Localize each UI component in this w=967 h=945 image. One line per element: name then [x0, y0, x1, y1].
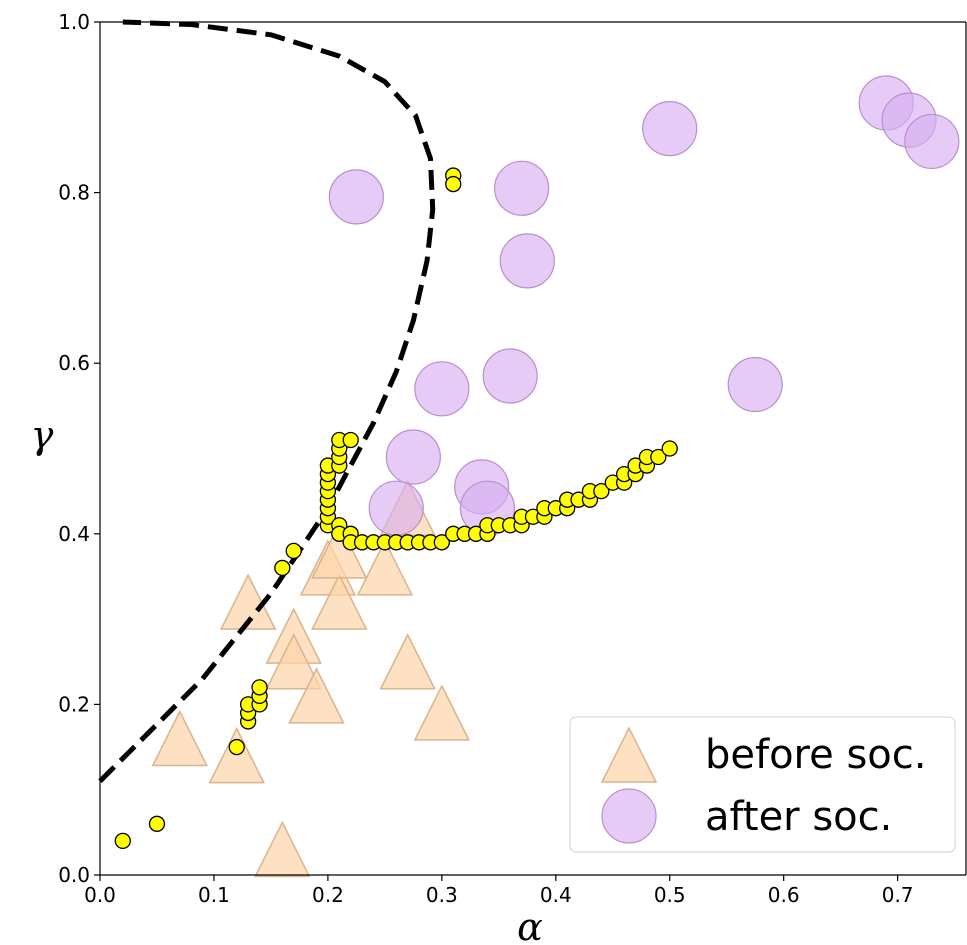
- before-soc-point: [413, 684, 471, 741]
- trajectory-point: [114, 832, 131, 850]
- legend-before-label: before soc.: [705, 732, 926, 778]
- y-tick-label: 0.4: [58, 522, 90, 546]
- x-tick-label: 0.4: [540, 883, 572, 907]
- x-tick-label: 0.2: [312, 883, 344, 907]
- trajectory-point: [593, 482, 610, 500]
- legend-after-marker: [601, 788, 657, 844]
- after-soc-point: [904, 113, 960, 170]
- y-tick-label: 1.0: [58, 10, 90, 34]
- trajectory-point: [650, 448, 667, 466]
- trajectory-point: [274, 559, 291, 577]
- before-soc-point: [311, 522, 368, 579]
- x-axis-label: α: [517, 905, 543, 945]
- after-soc-point: [482, 348, 538, 404]
- y-tick-label: 0.8: [58, 181, 90, 205]
- x-tick-label: 0.5: [654, 883, 686, 907]
- y-tick-label: 0.0: [58, 863, 90, 887]
- trajectory-point: [228, 738, 245, 756]
- trajectory-point: [251, 679, 268, 696]
- after-soc-point: [494, 160, 550, 216]
- trajectory-point: [285, 542, 302, 560]
- after-soc-point: [385, 429, 441, 485]
- legend-box: [569, 716, 956, 853]
- axes: 0.0 0.1 0.2 0.3 0.4 0.5 0.6 0.7 0.0 0.2 0.4 0.6 0.8 1…: [58, 10, 967, 907]
- y-tick-label: 0.2: [58, 692, 90, 716]
- trajectory-point: [148, 815, 166, 832]
- legend-before-marker: [600, 726, 658, 783]
- x-tick-label: 0.1: [198, 883, 230, 907]
- before-soc-point: [265, 633, 322, 690]
- after-soc-layer: [328, 75, 960, 536]
- before-soc-point: [356, 539, 414, 596]
- after-soc-point: [328, 169, 384, 225]
- dashed-boundary-curve: [98, 19, 436, 783]
- trajectory-point: [445, 175, 462, 193]
- before-soc-point: [151, 709, 208, 767]
- before-soc-point: [288, 667, 345, 724]
- y-tick-label: 0.6: [58, 351, 90, 375]
- trajectory-point: [342, 431, 359, 449]
- legend: before soc. after soc.: [569, 716, 956, 853]
- plot-area: [98, 19, 960, 878]
- x-tick-label: 0.0: [84, 883, 116, 907]
- x-tick-label: 0.6: [768, 883, 800, 907]
- after-soc-point: [642, 101, 698, 157]
- x-tick-label: 0.3: [426, 883, 458, 907]
- trajectory-points-layer: [114, 167, 678, 850]
- after-soc-point: [499, 233, 555, 289]
- trajectory-point: [661, 440, 678, 457]
- before-soc-point: [208, 726, 265, 784]
- before-soc-point: [379, 633, 436, 690]
- before-soc-point: [311, 573, 368, 630]
- trajectory-point: [433, 534, 450, 551]
- after-soc-point: [368, 480, 424, 536]
- x-tick-label: 0.7: [882, 883, 914, 907]
- after-soc-point: [727, 356, 783, 413]
- after-soc-point: [414, 361, 470, 417]
- y-axis-label: γ: [31, 413, 54, 457]
- legend-after-label: after soc.: [705, 794, 892, 840]
- before-soc-point: [254, 820, 311, 878]
